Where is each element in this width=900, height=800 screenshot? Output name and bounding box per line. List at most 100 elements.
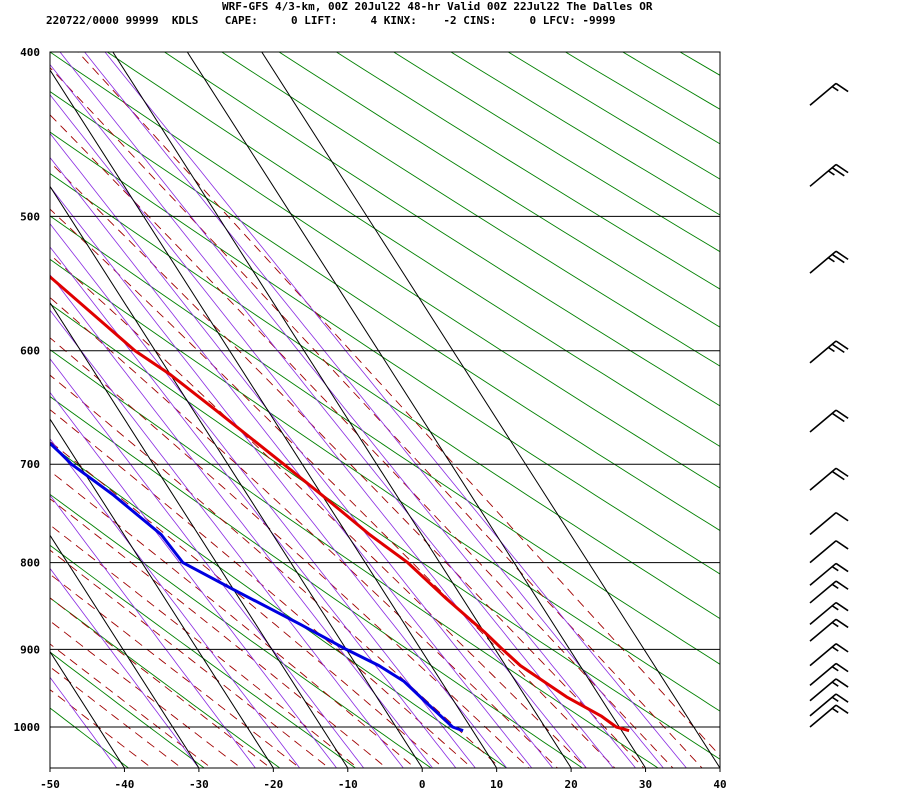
- wind-barb-half-flag: [827, 170, 835, 176]
- sounding-title: WRF-GFS 4/3-km, 00Z 20Jul22 48-hr Valid …: [222, 0, 653, 13]
- moist-adiabat: [50, 620, 242, 768]
- dry-adiabat: [564, 52, 720, 145]
- wind-barb: [809, 601, 837, 626]
- dry-adiabat: [50, 172, 720, 620]
- dry-adiabat: [50, 52, 720, 489]
- y-tick-label: 500: [20, 210, 40, 223]
- wind-barb-flag: [835, 662, 849, 673]
- mixing-ratio-line: [50, 494, 256, 768]
- y-tick-label: 400: [20, 46, 40, 59]
- moist-adiabat: [50, 374, 502, 768]
- wind-barb: [809, 580, 837, 604]
- wind-barb-half-flag: [831, 605, 839, 611]
- wind-barb: [809, 163, 837, 187]
- wind-barb-half-flag: [831, 707, 839, 714]
- moist-adiabat: [77, 52, 720, 757]
- moist-adiabat: [50, 524, 359, 768]
- wind-barb-flag: [831, 167, 845, 177]
- wind-barb-half-flag: [831, 565, 839, 572]
- mixing-ratio-line: [104, 52, 687, 768]
- moist-adiabat: [50, 161, 645, 768]
- wind-barb-half-flag: [831, 681, 839, 687]
- y-tick-label: 1000: [14, 721, 41, 734]
- moist-adiabat: [50, 114, 674, 768]
- wind-barb-flag: [835, 562, 849, 573]
- moist-adiabat: [50, 549, 330, 768]
- wind-barb-flag: [835, 250, 849, 261]
- wind-barb-flag: [835, 82, 849, 93]
- mixing-ratio-line: [50, 309, 404, 768]
- mixing-ratio-line: [50, 438, 301, 768]
- dry-adiabat: [50, 597, 281, 768]
- temperature-profile: [50, 274, 630, 733]
- wind-barb-flag: [831, 412, 845, 423]
- dry-adiabat: [842, 14, 900, 784]
- y-tick-label: 600: [20, 345, 40, 358]
- dry-adiabat: [50, 303, 720, 760]
- wind-barb-half-flag: [831, 583, 839, 590]
- x-tick-label: 30: [639, 778, 652, 791]
- isotherm: [186, 52, 647, 768]
- isotherm: [50, 69, 498, 768]
- moist-adiabat: [50, 67, 703, 768]
- dry-adiabat: [50, 258, 720, 712]
- moist-adiabat: [50, 337, 530, 768]
- x-tick-label: -30: [189, 778, 209, 791]
- wind-barb-half-flag: [831, 696, 839, 702]
- dry-adiabat: [50, 395, 584, 768]
- isotherm: [50, 185, 423, 768]
- moist-adiabat: [50, 573, 301, 768]
- wind-barb-flag: [835, 693, 849, 703]
- y-tick-label: 800: [20, 557, 40, 570]
- wind-barb-flag: [835, 540, 849, 550]
- dry-adiabat: [163, 52, 720, 407]
- wind-barb: [809, 467, 837, 491]
- mixing-ratio-line: [50, 391, 338, 768]
- x-tick-label: -20: [263, 778, 283, 791]
- dry-adiabat: [392, 52, 720, 253]
- x-tick-label: 40: [713, 778, 726, 791]
- mixing-ratio-line: [50, 156, 533, 768]
- isotherm: [261, 52, 720, 768]
- x-tick-label: 10: [490, 778, 503, 791]
- wind-barb: [809, 82, 837, 106]
- wind-barb-half-flag: [831, 646, 839, 652]
- dry-adiabat: [679, 52, 720, 76]
- moist-adiabat: [50, 208, 616, 768]
- x-tick-label: -50: [40, 778, 60, 791]
- wind-barb-flag: [835, 704, 849, 714]
- wind-barb-flag: [835, 678, 849, 688]
- dry-adiabat: [278, 52, 720, 328]
- wind-barb: [809, 250, 837, 274]
- isotherm: [50, 534, 200, 768]
- dry-adiabat: [450, 52, 720, 216]
- mixing-ratio-line: [50, 94, 587, 768]
- dry-adiabat: [50, 215, 720, 665]
- mixing-ratio-line: [50, 567, 200, 768]
- moist-adiabat: [50, 689, 153, 768]
- wind-barb: [809, 562, 837, 586]
- wind-barb-half-flag: [827, 256, 835, 263]
- wind-barb-flag: [835, 340, 849, 350]
- mixing-ratio-line: [50, 223, 476, 768]
- moist-adiabat: [50, 253, 587, 768]
- x-tick-label: -10: [338, 778, 358, 791]
- isotherm: [50, 767, 51, 768]
- wind-barb-flag: [835, 467, 849, 478]
- x-tick-label: 20: [564, 778, 577, 791]
- mixing-ratio-line: [84, 52, 664, 768]
- x-tick-label: 0: [419, 778, 426, 791]
- wind-barb-flag: [831, 253, 845, 264]
- mixing-ratio-line: [50, 246, 457, 768]
- y-tick-label: 700: [20, 458, 40, 471]
- dry-adiabat: [50, 444, 508, 768]
- moist-adiabat: [50, 470, 416, 768]
- mixing-ratio-line: [59, 52, 637, 768]
- mixing-ratio-line: [50, 274, 434, 768]
- dewpoint-profile: [50, 441, 464, 733]
- wind-barb: [809, 704, 837, 728]
- dry-adiabat: [106, 52, 720, 448]
- moist-adiabat: [50, 296, 559, 768]
- wind-barb-flag: [835, 643, 849, 653]
